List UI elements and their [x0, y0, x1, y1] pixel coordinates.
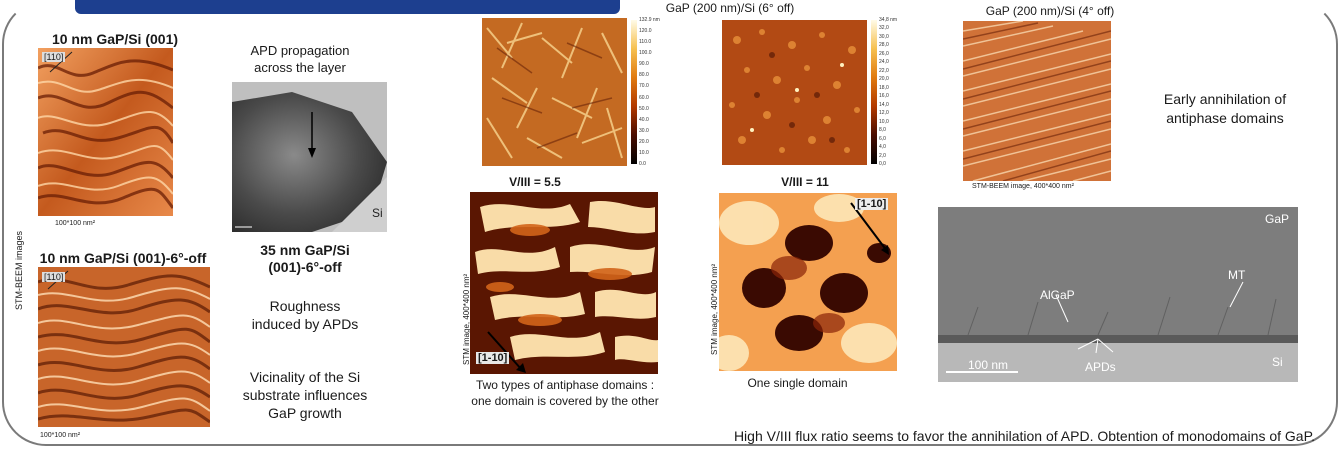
tem-apds-label: APDs	[1085, 360, 1116, 374]
afm-11-colorbar-tick: 10,0	[879, 118, 889, 125]
afm-11-colorbar-tick: 26,0	[879, 50, 889, 57]
afm-11-colorbar-tick: 22,0	[879, 67, 889, 74]
scale-label-top: 100*100 nm²	[55, 220, 96, 227]
afm-colorbar-ticks-5-5: 132.9 nm 120.0 110.0 100.0 90.0 80.0 70.0 60.0 5…	[639, 17, 669, 167]
afm-colorbar-ticks-11: 34,8 nm 32,0 30,0 28,0 26,0 24,0 22,0 20,0 18,0 1…	[879, 17, 909, 167]
ratio-label-11: V/III = 11	[781, 175, 829, 189]
tem-algap-label: AlGaP	[1040, 288, 1075, 302]
stm-image-gap-si-001	[38, 48, 173, 216]
tem-gap-label: GaP	[1265, 212, 1290, 226]
tem-image-algap	[938, 207, 1298, 382]
afm-11-colorbar-tick: 32,0	[879, 25, 889, 32]
afm-5-5-colorbar-tick: 10.0	[639, 149, 649, 156]
afm-image-11	[722, 20, 867, 165]
afm-5-5-colorbar-tick: 30.0	[639, 127, 649, 134]
note-roughness-line2: induced by APDs	[251, 316, 359, 332]
afm-header-6off: GaP (200 nm)/Si (6° off)	[665, 1, 795, 15]
note-vicinality-line3: GaP growth	[268, 405, 342, 421]
note-roughness-line1: Roughness	[269, 298, 341, 314]
stm-beem-side-label: STM-BEEM images	[14, 230, 24, 310]
stm-image-5-5	[470, 192, 658, 374]
afm-11-colorbar-tick: 4,0	[879, 144, 886, 151]
afm-5-5-colorbar-tick: 20.0	[639, 138, 649, 145]
tem-image-apd	[232, 82, 387, 232]
tem-si-label-right: Si	[1272, 355, 1283, 369]
afm-5-5-colorbar-tick: 120.0	[639, 28, 652, 35]
afm-11-colorbar-tick: 0,0	[879, 161, 886, 167]
afm-11-colorbar-tick: 20,0	[879, 76, 889, 83]
tem-title-line1: 35 nm GaP/Si	[260, 242, 350, 258]
afm-11-colorbar-tick: 16,0	[879, 93, 889, 100]
afm-5-5-colorbar-tick: 40.0	[639, 116, 649, 123]
bottom-conclusion: High V/III flux ratio seems to favor the…	[733, 428, 1315, 444]
caption-single-domain: One single domain	[747, 376, 848, 390]
afm-11-colorbar-tick: 28,0	[879, 42, 889, 49]
stm-image-11	[719, 193, 897, 371]
afm-5-5-colorbar-tick: 50.0	[639, 105, 649, 112]
ratio-label-5-5: V/III = 5.5	[509, 175, 561, 189]
afm-5-5-colorbar-tick: 0.0	[639, 161, 646, 167]
apd-caption-line2: across the layer	[254, 60, 346, 75]
afm-5-5-colorbar-tick: 80.0	[639, 72, 649, 79]
afm-11-colorbar-tick: 12,0	[879, 110, 889, 117]
afm-5-5-colorbar-tick: 100.0	[639, 50, 652, 57]
afm-5-5-colorbar-tick: 132.9 nm	[639, 17, 660, 23]
afm-11-colorbar-tick: 8,0	[879, 127, 886, 134]
stm-image-4off	[963, 21, 1111, 181]
dir-label-110-bottom: [110]	[42, 272, 66, 282]
stm-caption-4off: STM-BEEM image, 400*400 nm²	[972, 183, 1074, 190]
gap-si-001-title: 10 nm GaP/Si (001)	[51, 31, 179, 47]
tem-mt-label: MT	[1228, 268, 1246, 282]
afm-colorbar-5-5	[631, 20, 637, 164]
afm-11-colorbar-tick: 6,0	[879, 135, 886, 142]
afm-11-colorbar-tick: 24,0	[879, 59, 889, 66]
apd-caption-line1: APD propagation	[250, 43, 350, 58]
afm-11-colorbar-tick: 14,0	[879, 101, 889, 108]
title-bar	[75, 0, 620, 14]
scale-label-bottom: 100*100 nm²	[40, 432, 81, 439]
afm-colorbar-11	[871, 20, 877, 164]
caption-two-domains-line1: Two types of antiphase domains :	[475, 378, 655, 392]
afm-5-5-colorbar-tick: 90.0	[639, 61, 649, 68]
tem-si-label: Si	[372, 206, 383, 220]
note-vicinality-line2: substrate influences	[242, 387, 368, 403]
caption-two-domains-line2: one domain is covered by the other	[471, 394, 659, 408]
afm-11-colorbar-tick: 18,0	[879, 84, 889, 91]
stm-side-label-11: STM image, 400*400 nm²	[710, 263, 719, 355]
afm-11-colorbar-tick: 2,0	[879, 152, 886, 159]
afm-image-5-5	[482, 18, 627, 166]
dir-label-110-top: [110]	[42, 52, 66, 62]
tem-title-line2: (001)-6°-off	[268, 259, 342, 275]
afm-11-colorbar-tick: 34,8 nm	[879, 17, 898, 23]
note-early-annihilation-line2: antiphase domains	[1166, 110, 1284, 126]
note-early-annihilation-line1: Early annihilation of	[1163, 91, 1287, 107]
afm-11-colorbar-tick: 30,0	[879, 33, 889, 40]
dir-label-1-10-5-5: [1-10]	[476, 352, 510, 364]
afm-5-5-colorbar-tick: 60.0	[639, 94, 649, 101]
stm-header-4off: GaP (200 nm)/Si (4° off)	[985, 4, 1115, 18]
gap-si-001-6off-title: 10 nm GaP/Si (001)-6°-off	[39, 250, 207, 266]
note-vicinality-line1: Vicinality of the Si	[249, 369, 361, 385]
dir-label-1-10-11: [1-10]	[855, 198, 889, 210]
afm-5-5-colorbar-tick: 70.0	[639, 83, 649, 90]
stm-image-gap-si-001-6off	[38, 267, 210, 427]
tem-scale-label: 100 nm	[968, 358, 1009, 372]
afm-5-5-colorbar-tick: 110.0	[639, 39, 652, 46]
